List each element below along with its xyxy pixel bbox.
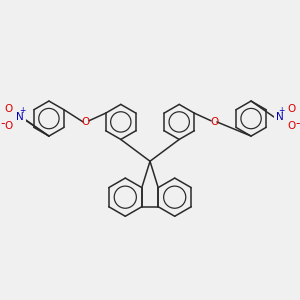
Text: O: O [4, 104, 13, 114]
Text: N: N [276, 112, 284, 122]
Text: O: O [287, 104, 296, 114]
Text: N: N [16, 112, 24, 122]
Text: -: - [0, 117, 4, 130]
Text: O: O [210, 117, 218, 127]
Text: +: + [278, 106, 285, 115]
Text: O: O [287, 121, 296, 131]
Text: -: - [296, 117, 300, 130]
Text: O: O [82, 117, 90, 127]
Text: +: + [19, 106, 25, 115]
Text: O: O [4, 121, 13, 131]
